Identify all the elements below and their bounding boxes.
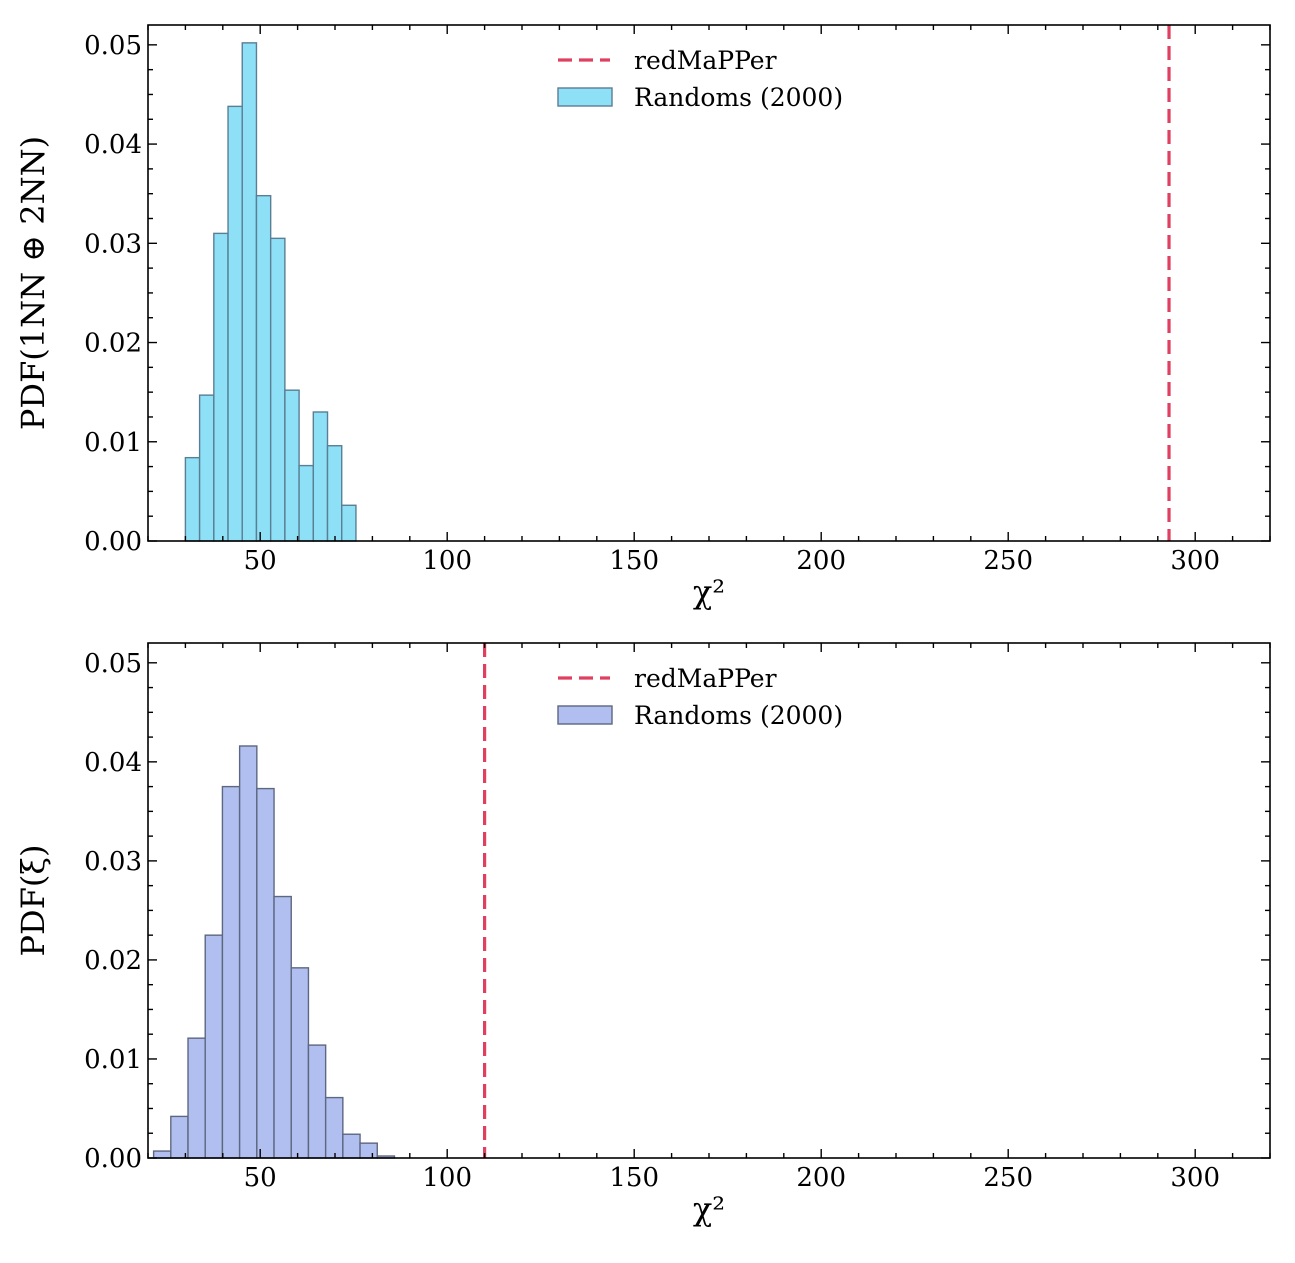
histogram-bar: [187, 1037, 206, 1159]
histogram-bar: [284, 389, 300, 542]
panel-top: 50 100 150 200 250 300 0.00 0.01 0.02 0.03 0.04 0.0…: [14, 24, 1271, 611]
x-tick-label: 50: [244, 1163, 277, 1193]
x-tick-label: 200: [796, 1163, 846, 1193]
histogram-bar: [170, 1115, 189, 1159]
x-tick-label: 150: [609, 1163, 659, 1193]
histogram-bar: [359, 1142, 378, 1159]
histogram-bar: [255, 194, 272, 542]
histogram-bar: [221, 785, 241, 1159]
y-tick-label: 0.02: [84, 329, 142, 359]
y-tick-label: 0.05: [84, 31, 142, 61]
x-tick-label: 200: [796, 546, 846, 576]
histogram-bar: [326, 445, 343, 542]
histogram-bar: [298, 464, 315, 542]
histogram-bar: [324, 1096, 344, 1159]
legend-randoms-label: Randoms (2000): [634, 701, 843, 730]
y-tick-label: 0.03: [84, 847, 142, 877]
x-tick-label: 100: [422, 1163, 472, 1193]
x-tick-label: 250: [983, 1163, 1033, 1193]
y-axis-label: PDF(1NN ⊕ 2NN): [14, 136, 52, 430]
histogram-bar: [184, 456, 201, 542]
histogram-bar: [256, 787, 275, 1159]
x-tick-label: 50: [244, 546, 277, 576]
y-tick-label: 0.04: [84, 748, 142, 778]
x-tick-label: 300: [1170, 546, 1220, 576]
x-tick-label: 150: [609, 546, 659, 576]
legend-redmapper-label: redMaPPer: [634, 664, 777, 693]
histogram-bar: [227, 105, 243, 542]
legend-redmapper-label: redMaPPer: [634, 46, 777, 75]
y-tick-label: 0.01: [84, 428, 142, 458]
legend-randoms-swatch: [557, 87, 613, 107]
histogram-bar: [238, 745, 258, 1159]
histogram-bar: [273, 895, 292, 1159]
histogram-bar: [269, 237, 286, 542]
panel-bottom: 50 100 150 200 250 300 0.00 0.01 0.02 0.03 0.04 0.0…: [14, 642, 1271, 1228]
histogram-bar: [312, 411, 329, 542]
histogram-bar: [152, 1150, 172, 1159]
legend-randoms-label: Randoms (2000): [634, 83, 843, 112]
y-tick-label: 0.00: [84, 527, 142, 557]
y-tick-label: 0.04: [84, 130, 142, 160]
x-tick-label: 250: [983, 546, 1033, 576]
histogram-bar: [198, 394, 215, 542]
x-tick-label: 300: [1170, 1163, 1220, 1193]
histogram-bar: [341, 504, 357, 542]
x-axis-label: χ²: [693, 573, 725, 611]
histogram-bar: [241, 42, 258, 542]
x-tick-label: 100: [422, 546, 472, 576]
y-tick-label: 0.00: [84, 1144, 142, 1174]
histogram-bar: [204, 934, 224, 1159]
y-tick-label: 0.01: [84, 1045, 142, 1075]
y-tick-label: 0.05: [84, 649, 142, 679]
histogram-bar: [342, 1133, 361, 1159]
histogram-bar: [213, 232, 229, 542]
y-tick-label: 0.03: [84, 229, 142, 259]
y-tick-label: 0.02: [84, 946, 142, 976]
histogram-bar: [290, 967, 310, 1159]
legend-randoms-swatch: [557, 705, 613, 725]
x-axis-label: χ²: [693, 1190, 725, 1228]
histogram-bar: [307, 1044, 327, 1159]
y-axis-label: PDF(ξ): [14, 845, 52, 957]
